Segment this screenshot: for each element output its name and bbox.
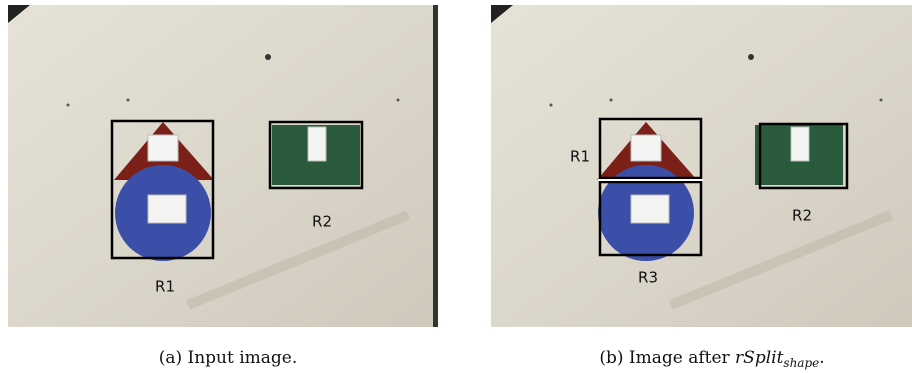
caption: (a) Input image. xyxy=(159,348,298,368)
input-photo xyxy=(8,5,438,327)
region-label: R3 xyxy=(638,269,658,287)
figure: R1 R2 (a) Input image. R1 R2 R3 (b) Imag… xyxy=(0,0,912,373)
region-label: R2 xyxy=(312,213,332,231)
caption-text: (b) Image after xyxy=(599,348,735,368)
region-label: R1 xyxy=(570,148,590,166)
caption-math: rSplit xyxy=(735,348,784,368)
panel-b: R1 R2 R3 (b) Image after rSplitshape. xyxy=(491,5,912,370)
panel-a: R1 R2 (a) Input image. xyxy=(8,5,438,368)
caption-subscript: shape xyxy=(783,356,819,370)
region-label: R1 xyxy=(155,278,175,296)
region-label: R2 xyxy=(792,207,812,225)
caption-text: . xyxy=(819,348,824,368)
caption: (b) Image after rSplitshape. xyxy=(599,348,824,370)
page: R1 R2 (a) Input image. R1 R2 R3 (b) Imag… xyxy=(0,0,912,373)
